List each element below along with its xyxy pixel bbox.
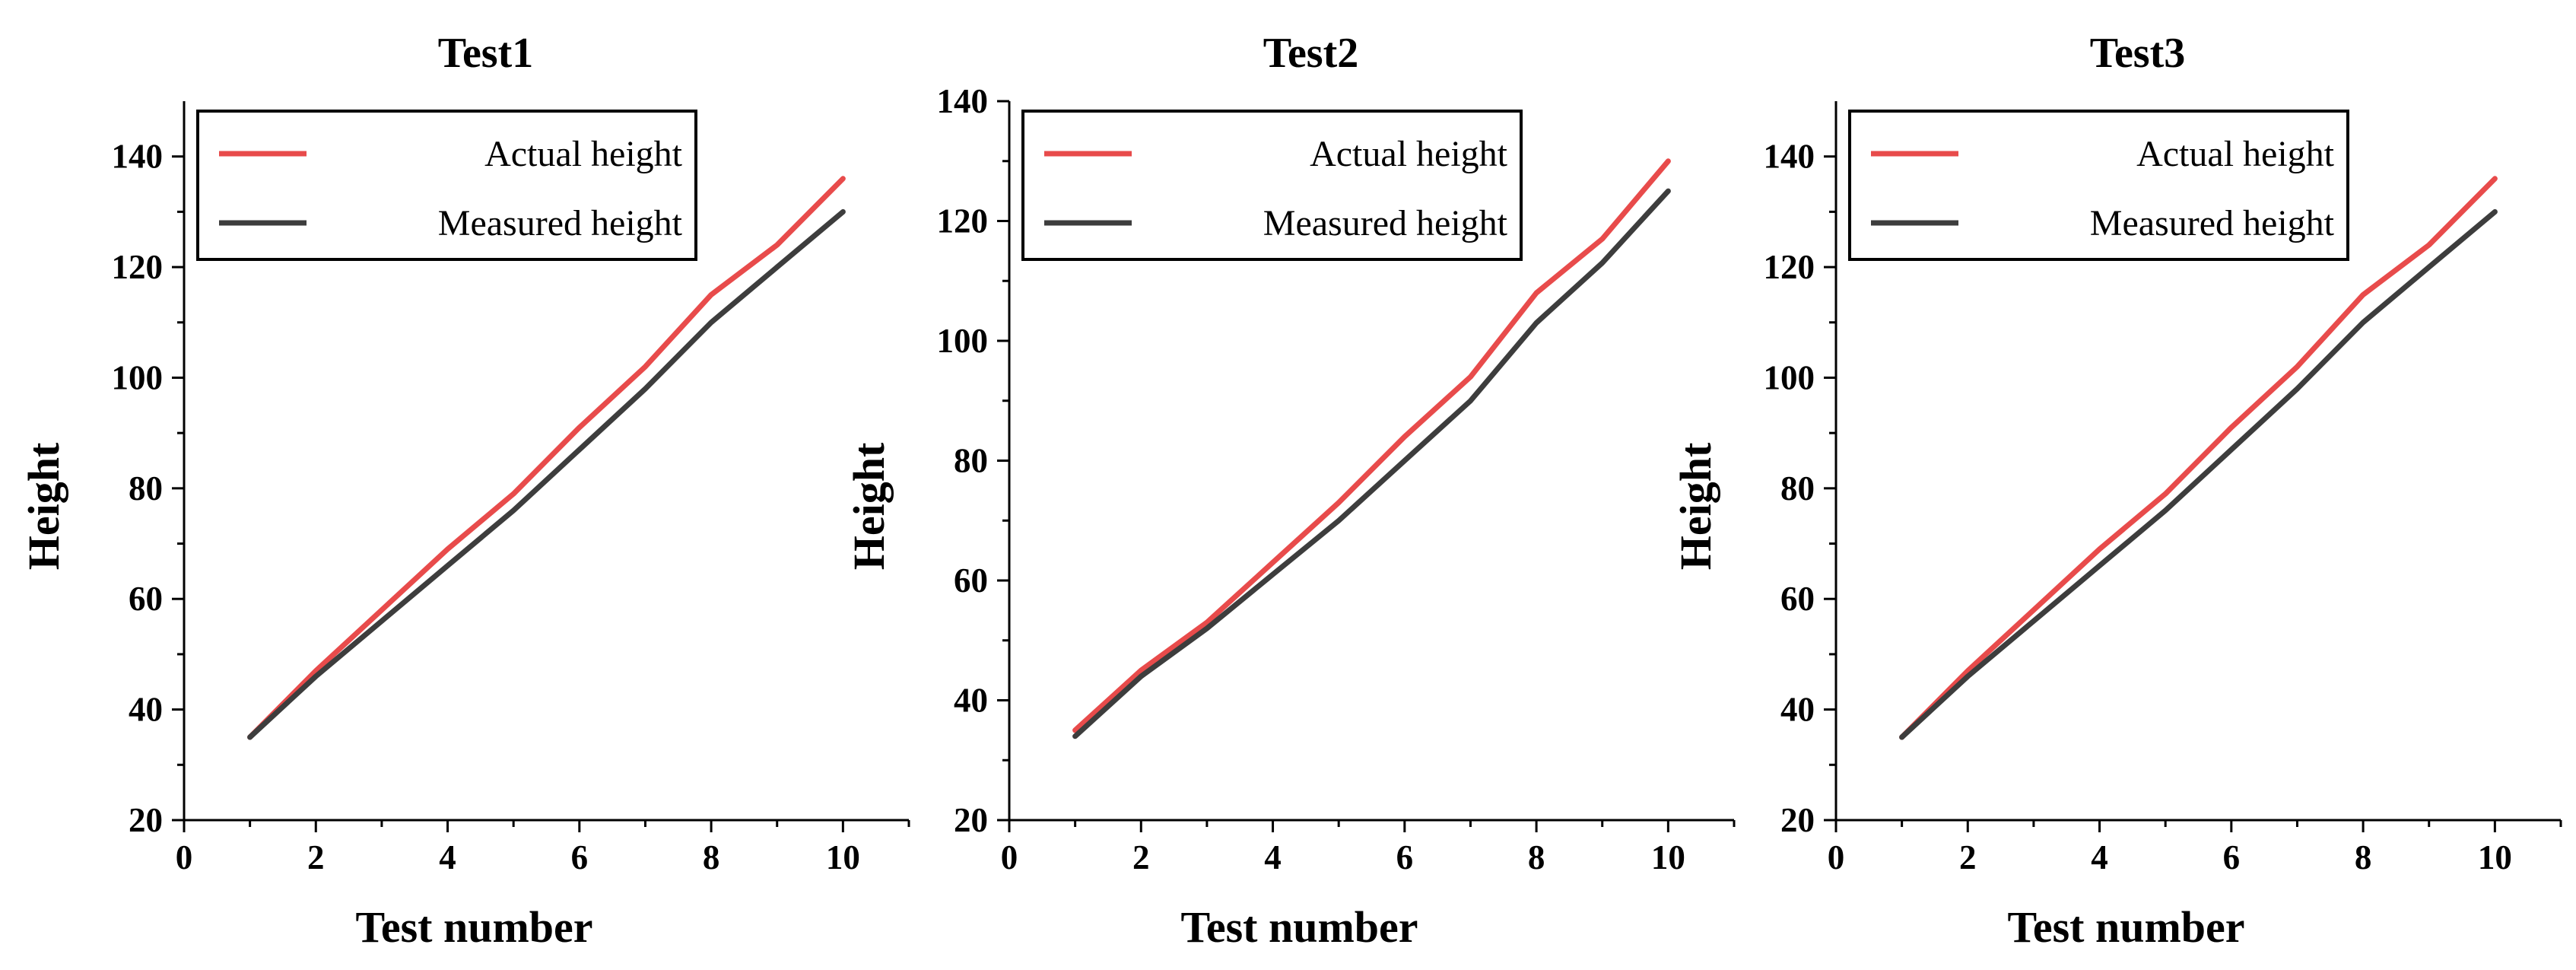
legend-box [196,110,697,261]
legend: Actual height Measured height [1021,110,1523,261]
series-line-measured [1072,188,1671,739]
x-tick-label: 4 [439,838,456,876]
y-tick-label: 100 [112,358,164,396]
series-line-measured [1899,208,2498,740]
y-tick-label: 120 [112,248,164,286]
x-tick-label: 6 [571,838,589,876]
x-axis-title: Test number [1180,902,1418,952]
legend-label: Actual height [2136,134,2335,174]
x-tick-label: 4 [1264,838,1282,876]
y-tick-label: 60 [129,580,163,618]
x-tick-label: 6 [1396,838,1414,876]
y-tick-label: 120 [937,202,989,240]
chart-title: Test3 [2090,30,2186,77]
legend-label: Measured height [1263,203,1508,243]
legend-box [1848,110,2349,261]
x-tick-label: 4 [2091,838,2108,876]
x-tick-label: 0 [176,838,193,876]
chart-panel-2: Test2 20 40 60 80 100 120 140 0 2 4 6 8 10 Test number… [844,30,1736,952]
series-line-measured [247,208,846,740]
x-tick-label: 10 [826,838,860,876]
y-tick-label: 60 [1780,580,1815,618]
y-tick-label: 80 [129,469,163,507]
legend-label: Actual height [1310,134,1508,174]
x-tick-label: 2 [1132,838,1150,876]
x-tick-label: 10 [1651,838,1685,876]
legend-box [1021,110,1523,261]
legend: Actual height Measured height [1848,110,2349,261]
y-tick-label: 100 [1764,358,1815,396]
y-tick-label: 120 [1764,248,1815,286]
x-axis-title: Test number [355,902,592,952]
legend: Actual height Measured height [196,110,697,261]
y-tick-label: 20 [129,801,163,839]
x-tick-label: 2 [1959,838,1977,876]
x-tick-label: 0 [1828,838,1845,876]
x-tick-label: 8 [703,838,720,876]
x-tick-label: 10 [2478,838,2512,876]
series-line-actual [1072,158,1671,733]
x-tick-label: 0 [1001,838,1018,876]
x-tick-label: 8 [2355,838,2372,876]
y-tick-label: 40 [1780,691,1815,729]
legend-label: Measured height [2090,203,2335,243]
chart-title: Test2 [1263,30,1359,77]
x-tick-label: 2 [307,838,325,876]
chart-panel-3: Test3 20 40 60 80 100 120 140 0 2 4 6 8 10 Test number… [1671,30,2562,952]
y-tick-label: 140 [1764,138,1815,176]
chart-title: Test1 [438,30,534,77]
x-tick-label: 8 [1528,838,1545,876]
y-tick-label: 20 [1780,801,1815,839]
y-tick-label: 40 [129,691,163,729]
y-tick-label: 100 [937,322,989,360]
legend-label: Measured height [438,203,683,243]
y-tick-label: 140 [112,138,164,176]
y-axis-title: Height [1671,442,1720,570]
chart-panel-1: Test1 20 40 60 80 100 120 140 0 2 4 6 8 10 Test number… [19,30,910,952]
y-tick-label: 80 [954,442,988,480]
y-tick-label: 80 [1780,469,1815,507]
series-line-actual [247,176,846,740]
series-line-actual [1899,176,2498,740]
y-tick-label: 60 [954,561,988,599]
y-tick-label: 40 [954,682,988,720]
y-axis-title: Height [844,442,894,570]
y-tick-label: 20 [954,801,988,839]
legend-label: Actual height [484,134,683,174]
x-axis-title: Test number [2007,902,2244,952]
x-tick-label: 6 [2223,838,2241,876]
y-axis-title: Height [19,442,68,570]
y-tick-label: 140 [937,82,989,120]
